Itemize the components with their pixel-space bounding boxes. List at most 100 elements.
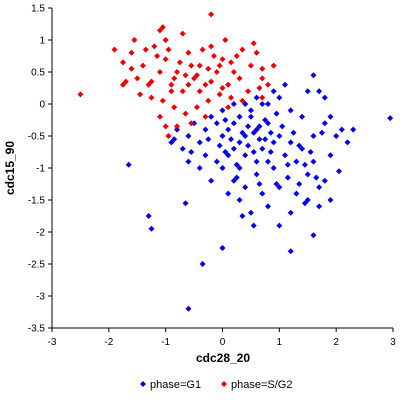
- legend-label: phase=S/G2: [231, 379, 292, 391]
- data-point: [196, 165, 203, 171]
- data-point: [191, 75, 198, 82]
- data-point: [247, 113, 254, 120]
- data-point: [253, 126, 260, 133]
- data-point: [185, 133, 192, 139]
- data-point: [284, 161, 291, 168]
- data-point: [77, 91, 84, 98]
- data-point: [321, 120, 328, 127]
- data-point: [290, 129, 297, 136]
- data-point: [259, 65, 266, 72]
- data-point: [276, 133, 283, 139]
- data-point: [179, 88, 186, 95]
- data-point: [310, 72, 317, 79]
- data-point: [293, 158, 300, 165]
- data-point: [137, 91, 144, 98]
- data-point: [182, 72, 189, 79]
- data-point: [284, 174, 291, 181]
- data-point: [145, 81, 152, 88]
- data-point: [253, 158, 260, 165]
- data-point: [225, 104, 232, 111]
- data-point: [247, 209, 254, 216]
- data-point: [267, 149, 274, 155]
- data-point: [239, 129, 246, 136]
- data-point: [162, 56, 169, 63]
- data-point: [299, 113, 306, 120]
- data-point: [259, 101, 266, 107]
- data-point: [282, 81, 289, 88]
- data-point: [196, 139, 203, 146]
- data-point: [318, 129, 325, 136]
- data-point: [111, 46, 118, 53]
- data-point: [259, 75, 266, 82]
- data-point: [159, 97, 166, 104]
- data-point: [182, 110, 189, 117]
- data-point: [245, 123, 252, 130]
- data-point: [168, 139, 175, 146]
- data-point: [193, 72, 200, 79]
- data-point: [210, 53, 217, 59]
- data-point: [208, 113, 215, 120]
- data-point: [321, 94, 328, 101]
- data-point: [387, 115, 394, 122]
- data-point: [151, 43, 158, 50]
- data-point: [188, 120, 195, 127]
- data-point: [250, 222, 257, 229]
- data-point: [176, 59, 183, 66]
- data-point: [205, 65, 212, 72]
- data-point: [233, 174, 240, 181]
- y-tick-label: -3: [36, 292, 45, 303]
- data-point: [253, 49, 260, 56]
- data-point: [142, 46, 149, 53]
- data-point: [202, 113, 209, 120]
- legend-marker: [221, 381, 227, 387]
- data-point: [264, 101, 271, 107]
- data-point: [128, 65, 135, 72]
- data-point: [313, 174, 320, 181]
- data-point: [179, 145, 186, 152]
- data-point: [230, 69, 237, 75]
- data-point: [199, 46, 206, 53]
- data-point: [148, 78, 155, 85]
- data-point: [219, 107, 226, 114]
- data-point: [316, 184, 323, 191]
- data-point: [182, 200, 189, 207]
- data-point: [250, 129, 257, 136]
- x-tick-label: -3: [48, 337, 57, 348]
- data-point: [264, 158, 271, 165]
- data-point: [310, 232, 317, 239]
- data-point: [225, 126, 232, 133]
- data-point: [270, 139, 277, 146]
- data-point: [273, 110, 280, 117]
- data-point: [247, 62, 254, 69]
- data-point: [196, 88, 203, 95]
- data-point: [299, 145, 306, 152]
- data-point: [208, 11, 215, 18]
- data-point: [310, 158, 317, 165]
- data-point: [199, 261, 206, 267]
- data-point: [125, 161, 132, 168]
- y-tick-label: -2.5: [28, 260, 46, 271]
- data-point: [253, 94, 260, 101]
- data-point: [242, 152, 249, 159]
- data-points: [77, 11, 394, 312]
- data-point: [230, 177, 237, 184]
- data-point: [145, 213, 152, 219]
- data-point: [350, 126, 357, 133]
- y-axis-title: cdc15_90: [3, 141, 17, 195]
- data-point: [276, 222, 283, 229]
- series-0-points: [125, 72, 394, 312]
- data-point: [301, 200, 308, 207]
- data-point: [202, 81, 209, 88]
- data-point: [247, 107, 254, 114]
- data-point: [259, 190, 266, 197]
- data-point: [159, 24, 166, 31]
- y-tick-label: -0.5: [28, 132, 46, 143]
- y-tick-label: 1: [39, 36, 45, 47]
- data-point: [230, 120, 237, 127]
- data-point: [165, 46, 172, 53]
- data-point: [185, 81, 192, 88]
- data-point: [264, 120, 271, 127]
- data-point: [219, 56, 226, 63]
